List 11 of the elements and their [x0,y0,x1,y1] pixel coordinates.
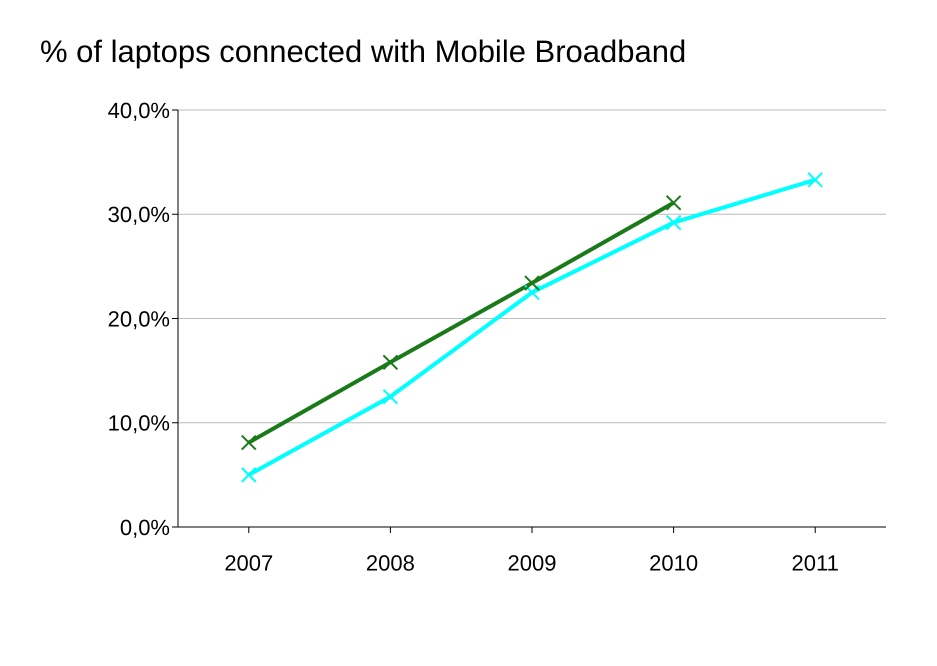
x-tick-label: 2011 [792,550,839,576]
y-tick-label: 30,0% [108,202,170,228]
chart-title: % of laptops connected with Mobile Broadband [39,33,688,71]
y-tick-label: 20,0% [108,306,170,332]
x-tick-label: 2008 [366,550,415,576]
x-tick-label: 2010 [649,550,698,576]
y-tick-label: 0,0% [120,514,170,540]
y-tick-label: 10,0% [108,410,170,436]
x-tick-label: 2009 [508,550,556,576]
x-tick-label: 2007 [224,550,274,576]
y-tick-label: 40,0% [108,98,170,123]
